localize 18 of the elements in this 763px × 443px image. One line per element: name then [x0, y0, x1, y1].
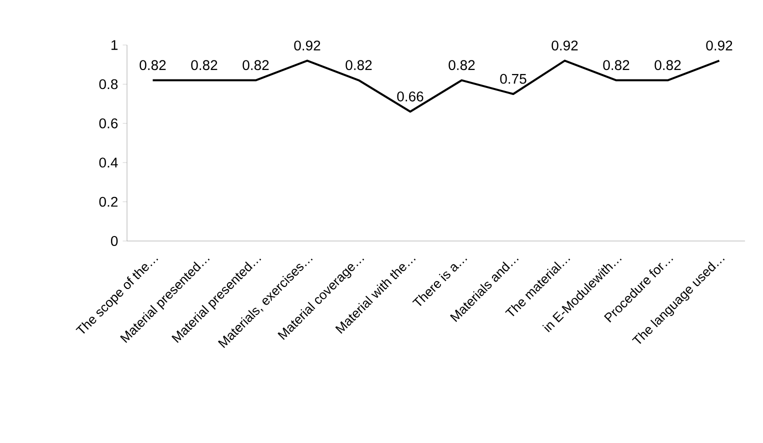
y-tick-label: 0 — [110, 236, 118, 246]
y-tick-label: 0.2 — [99, 196, 118, 207]
data-label: 0.82 — [242, 60, 269, 70]
data-label: 0.82 — [140, 60, 166, 70]
data-label: 0.75 — [500, 74, 526, 84]
y-tick-label: 0.8 — [99, 79, 118, 90]
data-label: 0.92 — [552, 40, 578, 50]
data-label: 0.82 — [448, 60, 475, 70]
data-label: 0.82 — [603, 60, 630, 70]
data-label: 0.82 — [654, 60, 681, 70]
data-label: 0.92 — [706, 40, 732, 50]
y-tick-label: 0.6 — [99, 118, 118, 128]
data-label: 0.82 — [191, 60, 218, 70]
y-tick-label: 1 — [111, 40, 118, 50]
data-label: 0.66 — [397, 92, 424, 102]
data-label: 0.92 — [294, 40, 320, 50]
data-label: 0.82 — [346, 60, 372, 70]
y-tick-label: 0.4 — [99, 158, 118, 168]
